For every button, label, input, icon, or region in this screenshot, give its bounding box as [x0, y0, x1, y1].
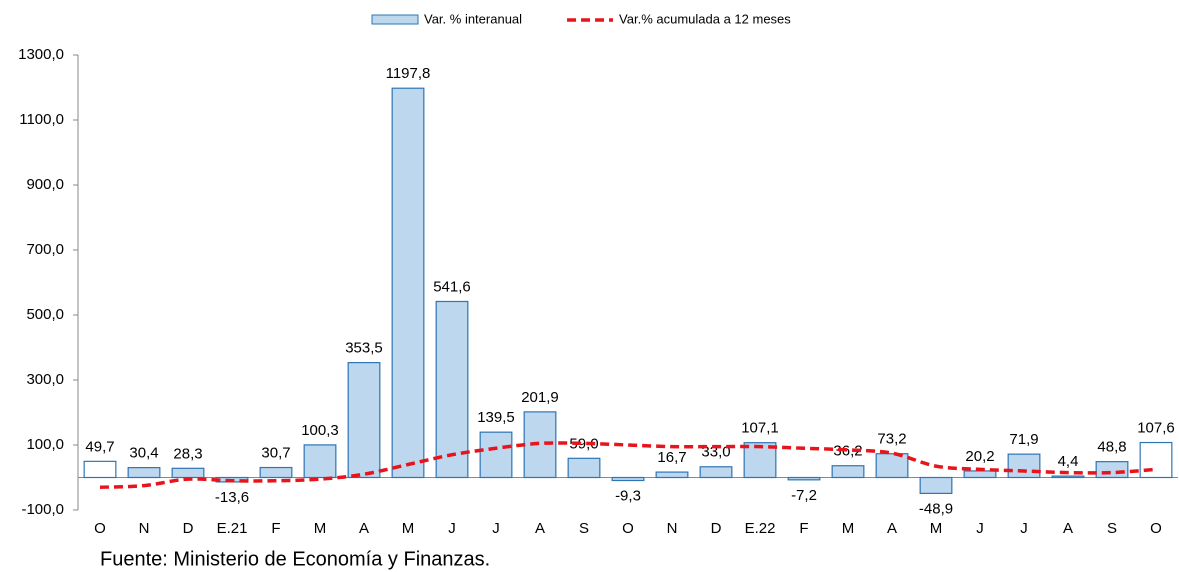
x-tick-label: S: [1107, 520, 1117, 537]
x-tick-label: J: [492, 520, 500, 537]
legend-label: Var. % interanual: [424, 11, 522, 26]
x-tick-label: M: [930, 520, 943, 537]
legend-label: Var.% acumulada a 12 meses: [619, 11, 791, 26]
value-label: -7,2: [791, 487, 817, 504]
x-tick-label: M: [842, 520, 855, 537]
y-tick-label: 300,0: [26, 371, 64, 388]
bar: [611, 476, 645, 482]
bar: [303, 444, 337, 479]
legend: Var. % interanual Var.% acumulada a 12 me…: [371, 11, 791, 26]
bar: [1095, 461, 1129, 479]
x-tick-label: S: [579, 520, 589, 537]
bar: [391, 87, 425, 479]
value-label: 353,5: [345, 340, 383, 357]
value-label: 20,2: [965, 448, 994, 465]
x-tick-label: A: [359, 520, 369, 537]
value-label: 71,9: [1009, 431, 1038, 448]
bar: [963, 470, 997, 479]
value-label: 100,3: [301, 422, 339, 439]
x-tick-label: N: [667, 520, 678, 537]
bar: [171, 467, 205, 479]
value-label: 49,7: [85, 438, 114, 455]
value-label: 201,9: [521, 389, 559, 406]
value-label: 30,7: [261, 444, 290, 461]
x-tick-label: J: [1020, 520, 1028, 537]
bar: [875, 453, 909, 479]
x-tick-label: F: [271, 520, 280, 537]
bar: [699, 466, 733, 479]
value-label: -9,3: [615, 487, 641, 504]
value-label: 36,2: [833, 443, 862, 460]
x-tick-label: M: [402, 520, 415, 537]
value-label: 4,4: [1058, 453, 1079, 470]
value-label: 59,0: [569, 435, 598, 452]
x-tick-label: A: [887, 520, 897, 537]
bar: [479, 431, 513, 479]
value-label: 16,7: [657, 449, 686, 466]
x-tick-label: O: [622, 520, 634, 537]
value-label: 33,0: [701, 444, 730, 461]
x-tick-label: D: [183, 520, 194, 537]
bar: [1007, 453, 1041, 479]
bar: [655, 471, 689, 479]
value-label: 30,4: [129, 445, 158, 462]
bar: [567, 457, 601, 479]
value-label: 28,3: [173, 445, 202, 462]
value-label: 107,6: [1137, 419, 1175, 436]
value-label: 541,6: [433, 278, 471, 295]
y-tick-label: 500,0: [26, 306, 64, 323]
bar: [831, 465, 865, 479]
x-tick-label: F: [799, 520, 808, 537]
y-tick-label: 1300,0: [18, 46, 64, 63]
source-note: Fuente: Ministerio de Economía y Finanza…: [100, 548, 490, 570]
value-label: -13,6: [215, 489, 249, 506]
value-label: 139,5: [477, 409, 515, 426]
bar: [259, 466, 293, 479]
x-tick-label: E.22: [745, 520, 776, 537]
x-tick-label: N: [139, 520, 150, 537]
x-tick-label: O: [94, 520, 106, 537]
value-label: 1197,8: [386, 65, 431, 82]
value-label: 48,8: [1097, 439, 1126, 456]
x-tick-label: A: [1063, 520, 1073, 537]
bar: [919, 476, 953, 494]
legend-swatch: [371, 14, 419, 25]
y-tick-label: -100,0: [21, 501, 64, 518]
value-label: 73,2: [877, 431, 906, 448]
line-series: [99, 441, 1157, 489]
bar: [127, 467, 161, 479]
y-tick-label: 700,0: [26, 241, 64, 258]
bar: [83, 460, 117, 479]
bar: [347, 362, 381, 479]
x-tick-label: J: [976, 520, 984, 537]
value-label: -48,9: [919, 500, 953, 517]
value-label: 107,1: [741, 420, 779, 437]
x-tick-label: O: [1150, 520, 1162, 537]
x-tick-label: D: [711, 520, 722, 537]
x-tick-label: M: [314, 520, 327, 537]
y-tick-label: 100,0: [26, 436, 64, 453]
bar: [1051, 475, 1085, 479]
x-tick-label: E.21: [217, 520, 248, 537]
bar: [787, 476, 821, 481]
bar: [1139, 441, 1173, 479]
x-tick-label: J: [448, 520, 456, 537]
y-tick-label: 900,0: [26, 176, 64, 193]
x-tick-label: A: [535, 520, 545, 537]
bar: [435, 300, 469, 479]
y-tick-label: 1100,0: [19, 111, 64, 128]
